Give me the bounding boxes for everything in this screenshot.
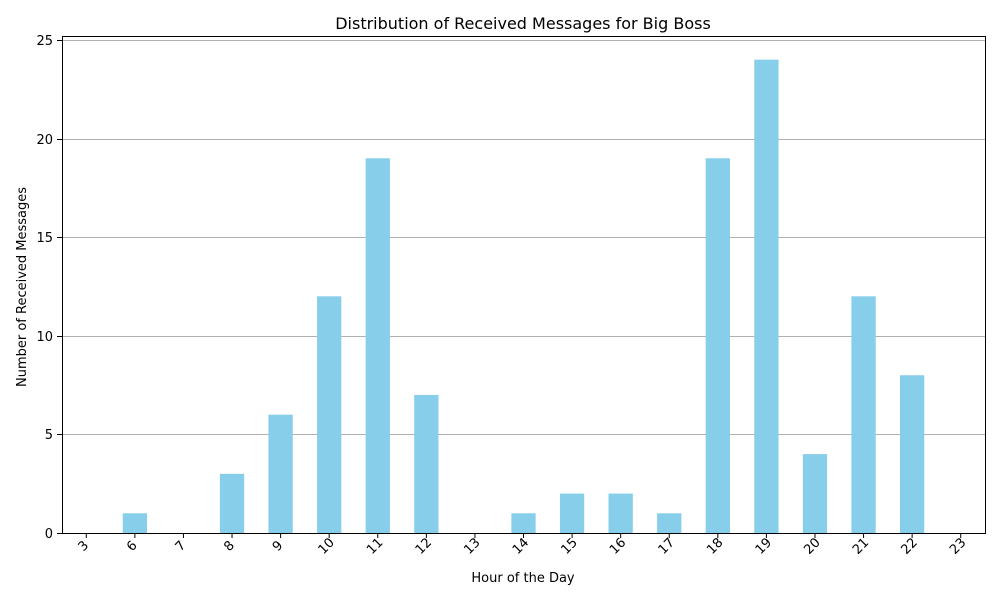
y-axis-label: Number of Received Messages (15, 187, 30, 387)
x-tick-label-23: 23 (947, 535, 969, 557)
y-tick-label-2: 10 (36, 330, 53, 345)
x-tick-label-17: 17 (656, 535, 678, 557)
bar-20 (802, 454, 828, 533)
y-tick-label-1: 5 (45, 428, 53, 443)
x-tick-label-18: 18 (704, 535, 726, 557)
x-tick-label-3: 3 (76, 538, 92, 554)
axes (62, 36, 986, 534)
bar-9 (268, 414, 293, 533)
chart-title: Distribution of Received Messages for Bi… (335, 14, 711, 33)
x-tick-label-20: 20 (801, 535, 823, 557)
bars (122, 59, 925, 534)
bar-19 (754, 59, 779, 534)
y-ticks: 0 5 10 15 20 25 (36, 34, 62, 542)
x-tick-label-11: 11 (364, 535, 386, 557)
x-tick-label-14: 14 (510, 535, 532, 557)
bar-16 (608, 493, 633, 533)
x-ticks: 3 6 7 8 9 10 11 12 13 14 15 16 17 18 19 20 21 22 23 (76, 533, 969, 558)
x-tick-label-13: 13 (461, 535, 483, 557)
x-tick-label-21: 21 (850, 535, 872, 557)
x-tick-label-7: 7 (173, 538, 189, 554)
x-tick-label-15: 15 (558, 535, 580, 557)
bar-22 (899, 375, 925, 533)
y-tick-label-5: 25 (36, 34, 53, 49)
x-tick-label-9: 9 (270, 538, 286, 554)
bar-14 (511, 513, 536, 533)
bar-18 (705, 158, 730, 533)
bar-8 (219, 473, 245, 533)
bar-10 (317, 296, 342, 533)
y-tick-label-4: 20 (36, 133, 53, 148)
bar-11 (365, 158, 390, 533)
plot-frame (62, 36, 986, 534)
x-tick-label-8: 8 (221, 538, 237, 554)
bar-6 (122, 513, 148, 533)
x-tick-label-22: 22 (899, 535, 921, 557)
x-tick-label-12: 12 (413, 535, 435, 557)
bar-17 (657, 513, 682, 533)
bar-12 (414, 394, 439, 533)
bar-15 (559, 493, 585, 533)
x-tick-label-10: 10 (316, 535, 338, 557)
y-tick-label-3: 15 (36, 231, 53, 246)
x-axis-label: Hour of the Day (471, 571, 575, 586)
y-tick-label-0: 0 (45, 527, 53, 542)
gridlines (62, 40, 985, 435)
x-tick-label-19: 19 (753, 535, 775, 557)
x-tick-label-6: 6 (124, 538, 140, 554)
x-tick-label-16: 16 (607, 535, 629, 557)
bar-21 (851, 296, 876, 533)
